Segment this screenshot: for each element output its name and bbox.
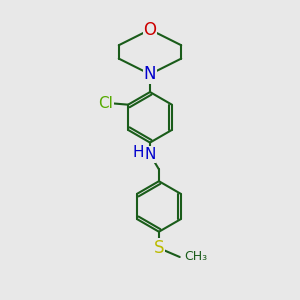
Text: N: N bbox=[144, 147, 156, 162]
Text: Cl: Cl bbox=[98, 96, 113, 111]
Text: H: H bbox=[133, 145, 145, 160]
Text: S: S bbox=[154, 239, 164, 257]
Text: N: N bbox=[144, 65, 156, 83]
Text: CH₃: CH₃ bbox=[184, 250, 207, 263]
Text: O: O bbox=[143, 21, 157, 39]
